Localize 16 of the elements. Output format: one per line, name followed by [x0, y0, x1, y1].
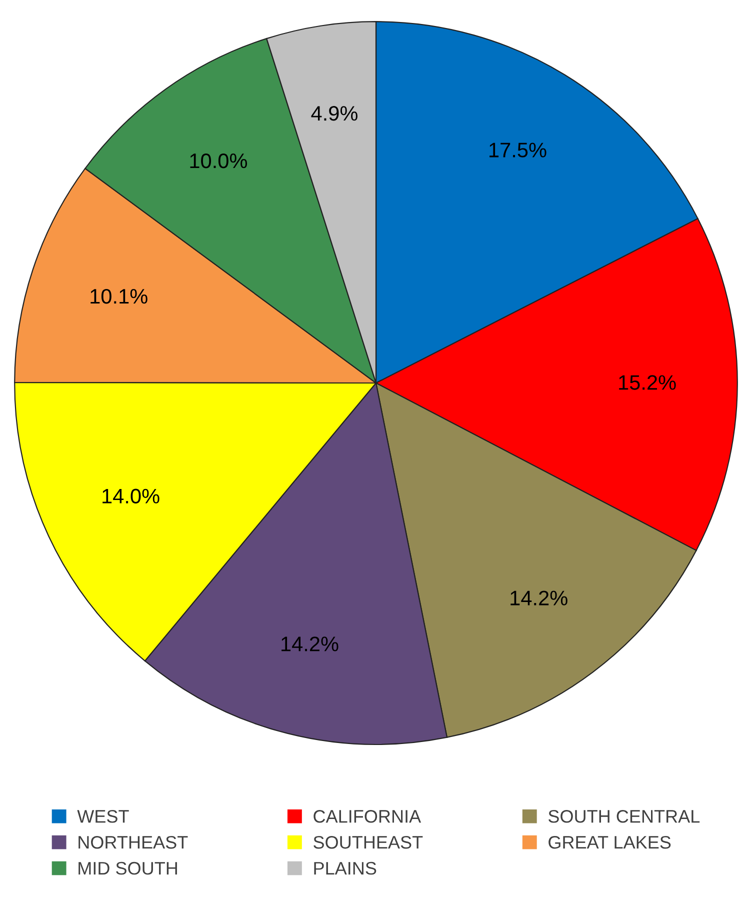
data-label: 14.2%: [282, 636, 338, 652]
legend-label: CALIFORNIA: [314, 810, 422, 823]
legend-label: PLAINS: [314, 862, 376, 875]
legend-label: SOUTHEAST: [314, 836, 423, 849]
data-label: 10.0%: [190, 153, 247, 168]
data-label: 15.2%: [619, 375, 676, 390]
legend-label: NORTHEAST: [78, 836, 188, 849]
legend-label: GREAT LAKES: [548, 836, 671, 849]
legend-label: SOUTH CENTRAL: [548, 810, 700, 823]
data-label: 14.0%: [102, 488, 160, 504]
data-label: 17.5%: [490, 142, 546, 158]
data-label: 4.9%: [311, 106, 358, 121]
legend-label: WEST: [77, 810, 129, 823]
data-label: 10.1%: [90, 288, 148, 304]
data-label: 14.2%: [510, 590, 568, 606]
legend-label: MID SOUTH: [78, 862, 177, 875]
